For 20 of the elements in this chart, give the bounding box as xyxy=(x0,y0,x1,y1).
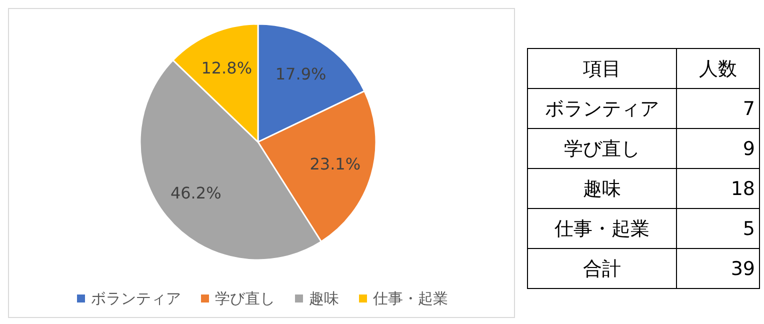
data-label: 23.1% xyxy=(310,154,361,174)
legend-label: 仕事・起業 xyxy=(372,290,448,308)
legend-label: 学び直し xyxy=(215,290,275,308)
text: 項目 xyxy=(528,48,676,88)
data-label: 17.9% xyxy=(275,64,326,84)
data-label: 12.8% xyxy=(201,58,252,78)
text: 5 xyxy=(676,208,760,248)
text: 趣味 xyxy=(528,168,676,208)
data-label: 46.2% xyxy=(170,183,222,202)
text: 7 xyxy=(676,88,760,128)
text: ボランティア xyxy=(528,88,676,128)
text: 18 xyxy=(676,168,760,208)
text: 人数 xyxy=(676,48,760,88)
text: 学び直し xyxy=(528,128,676,168)
text: 仕事・起業 xyxy=(528,208,676,248)
legend-label: 趣味 xyxy=(309,290,339,308)
text: 39 xyxy=(676,248,760,288)
legend-label: ボランティア xyxy=(91,290,181,308)
text: 合計 xyxy=(528,248,676,288)
text: 9 xyxy=(676,128,760,168)
